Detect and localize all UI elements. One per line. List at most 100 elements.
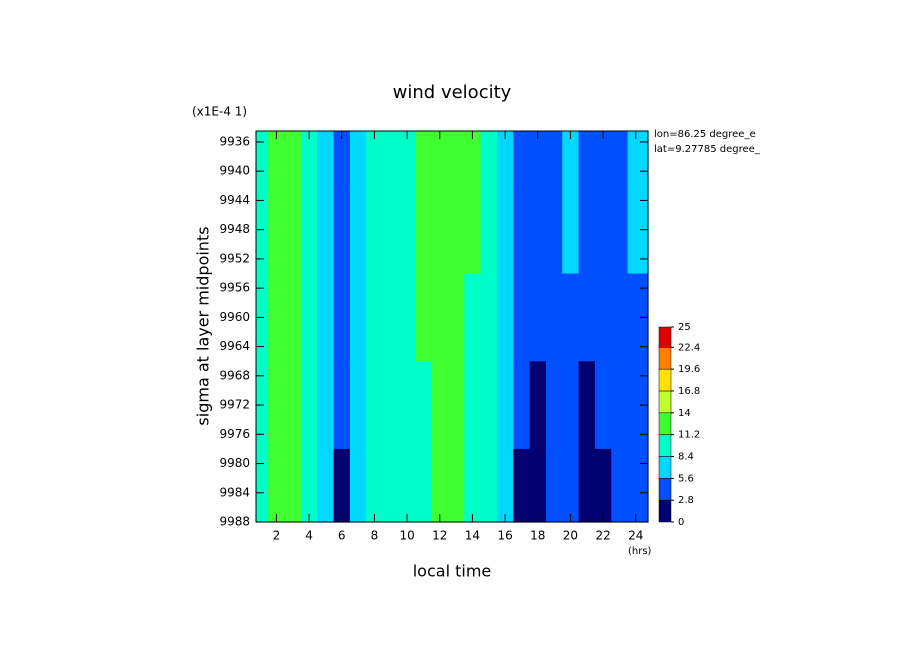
colorbar-label: 22.4 (678, 342, 700, 353)
x-tick-label: 20 (563, 529, 578, 543)
y-tick-label: 9952 (219, 251, 250, 265)
contour-cell (513, 448, 531, 523)
colorbar-label: 0 (678, 517, 684, 528)
y-tick-label: 9940 (219, 164, 250, 178)
x-tick-label: 8 (371, 529, 379, 543)
contour-cell (496, 273, 514, 362)
contour-cell (464, 273, 482, 362)
contour-cell (480, 185, 498, 275)
x-unit: (hrs) (628, 546, 652, 557)
contour-cell (398, 273, 416, 362)
x-axis-label: local time (413, 562, 492, 581)
contour-cell (562, 448, 580, 523)
contour-cell (594, 131, 612, 187)
x-tick-label: 4 (305, 529, 313, 543)
x-tick-label: 2 (273, 529, 281, 543)
contour-cell (415, 448, 433, 523)
y-tick-label: 9976 (219, 427, 250, 441)
contour-cell (317, 273, 335, 362)
contour-cell (366, 448, 384, 523)
contour-cell (627, 185, 649, 275)
y-tick-label: 9964 (219, 339, 250, 353)
contour-cell (268, 273, 286, 362)
y-tick-label: 9972 (219, 398, 250, 412)
colorbar-band (658, 412, 672, 435)
contour-cell (398, 131, 416, 187)
contour-cell (545, 131, 563, 187)
contour-cell (431, 273, 449, 362)
contour-cell (382, 448, 400, 523)
contour-cell (256, 448, 269, 523)
colorbar-band (658, 368, 672, 392)
y-axis-label: sigma at layer midpoints (194, 226, 213, 425)
contour-cell (349, 448, 367, 523)
contour-cell (268, 185, 286, 275)
contour-cell (415, 131, 433, 187)
contour-cell (447, 273, 465, 362)
contour-cell (513, 131, 531, 187)
contour-cell (578, 448, 596, 523)
contour-cell (496, 361, 514, 450)
contour-cell (529, 131, 547, 187)
colorbar-label: 8.4 (678, 451, 694, 462)
contour-cell (447, 185, 465, 275)
contour-cell (431, 448, 449, 523)
colorbar-band (658, 499, 672, 523)
contour-cell (611, 131, 629, 187)
contour-cell (611, 185, 629, 275)
contour-cell (333, 185, 351, 275)
contour-cell (627, 131, 649, 187)
y-tick-label: 9944 (219, 193, 250, 207)
y-tick-label: 9968 (219, 368, 250, 382)
x-tick-label: 14 (465, 529, 480, 543)
contour-cell (578, 273, 596, 362)
contour-cell (578, 361, 596, 450)
contour-cell (333, 131, 351, 187)
contour-cell (382, 131, 400, 187)
contour-cell (431, 185, 449, 275)
y-tick-label: 9956 (219, 281, 250, 295)
contour-cell (333, 361, 351, 450)
contour-cell (578, 185, 596, 275)
colorbar-label: 5.6 (678, 473, 694, 484)
contour-cell (366, 131, 384, 187)
colorbar-label: 2.8 (678, 495, 694, 506)
contour-cell (513, 361, 531, 450)
contour-cell (300, 185, 318, 275)
contour-cell (382, 185, 400, 275)
contour-cell (349, 185, 367, 275)
annotation: lon=86.25 degree_e (654, 129, 756, 140)
contour-cell (529, 361, 547, 450)
contour-cell (529, 273, 547, 362)
contour-cell (317, 361, 335, 450)
contour-cell (382, 361, 400, 450)
contour-cell (349, 131, 367, 187)
contour-cell (300, 448, 318, 523)
contour-cell (611, 448, 629, 523)
contour-cell (300, 273, 318, 362)
y-tick-label: 9948 (219, 222, 250, 236)
contour-cell (300, 361, 318, 450)
colorbar-band (658, 326, 672, 348)
contour-cell (545, 448, 563, 523)
contour-cell (594, 448, 612, 523)
contour-cell (513, 273, 531, 362)
contour-cell (562, 361, 580, 450)
contour-cell (464, 448, 482, 523)
contour-cell (464, 131, 482, 187)
contour-cell (317, 131, 335, 187)
contour-cell (415, 185, 433, 275)
scale-note: (x1E-4 1) (192, 105, 247, 119)
x-tick-label: 12 (432, 529, 447, 543)
contour-cell (545, 185, 563, 275)
contour-cell (562, 185, 580, 275)
x-tick-label: 24 (628, 529, 643, 543)
chart-title: wind velocity (393, 82, 512, 103)
colorbar-label: 14 (678, 408, 691, 419)
contour-cell (594, 185, 612, 275)
contour-cell (284, 361, 302, 450)
contour-cell (333, 273, 351, 362)
contour-cell (480, 361, 498, 450)
contour-cell (529, 448, 547, 523)
colorbar-label: 11.2 (678, 430, 700, 441)
